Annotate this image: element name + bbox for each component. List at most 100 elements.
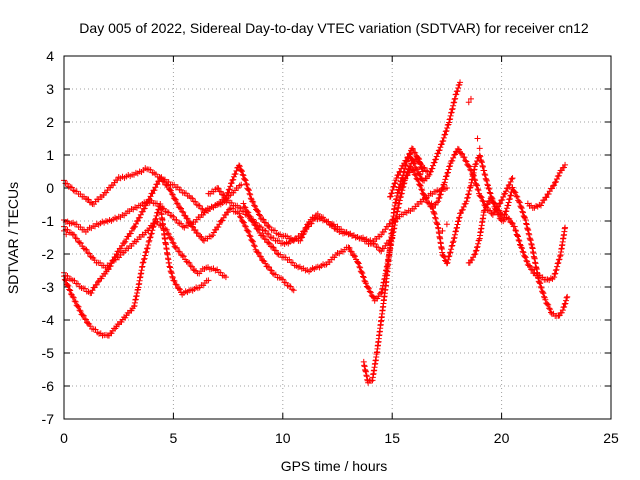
data-point: [422, 167, 429, 174]
data-point: [486, 185, 493, 192]
data-point: [243, 181, 250, 188]
data-point: [412, 172, 419, 179]
data-point: [516, 241, 523, 248]
data-point: [242, 223, 249, 230]
data-point: [226, 186, 233, 193]
data-point: [516, 199, 523, 206]
data-point: [245, 187, 252, 194]
y-tick-label: 4: [46, 48, 54, 64]
data-point: [173, 245, 180, 252]
y-tick-label: 0: [46, 180, 54, 196]
data-point: [372, 241, 379, 248]
y-tick-label: 2: [46, 114, 54, 130]
data-point: [459, 151, 466, 157]
data-point: [412, 149, 419, 156]
data-point: [419, 187, 426, 194]
data-point: [299, 234, 306, 241]
x-tick-label: 15: [384, 430, 400, 446]
data-point: [147, 193, 154, 200]
data-point: [192, 198, 199, 205]
data-point: [382, 242, 389, 249]
data-point: [448, 109, 455, 116]
data-point: [527, 237, 534, 244]
data-point: [146, 196, 153, 203]
data-point: [520, 209, 527, 216]
data-point: [430, 209, 437, 216]
data-point: [449, 105, 456, 112]
data-point: [64, 180, 71, 187]
data-point: [178, 252, 185, 258]
data-point: [436, 147, 443, 154]
data-point: [250, 199, 257, 206]
data-point: [444, 169, 451, 176]
data-point: [369, 293, 376, 300]
data-point: [347, 248, 354, 255]
data-point: [483, 177, 490, 184]
data-point: [471, 251, 478, 258]
data-point: [426, 171, 433, 178]
data-point: [269, 270, 276, 277]
data-point: [64, 282, 71, 289]
data-point: [209, 232, 216, 239]
data-point: [449, 157, 456, 164]
data-point: [397, 194, 404, 201]
data-point: [199, 236, 206, 243]
data-point: [250, 238, 257, 245]
data-point: [166, 186, 173, 193]
data-point: [174, 201, 181, 207]
data-point: [432, 214, 439, 221]
data-point: [444, 259, 451, 266]
axis-ticks: 0 5 10 15 20 25 -7 -6 -5 -4 -3 -2 -1 0 1 2 3 4: [42, 48, 619, 446]
data-point: [518, 204, 525, 211]
data-point: [173, 281, 180, 288]
data-point: [166, 263, 173, 270]
data-point: [443, 127, 450, 134]
data-point: [408, 145, 415, 152]
data-point: [541, 293, 548, 300]
data-point: [168, 236, 175, 243]
data-point: [254, 207, 261, 214]
data-point: [236, 162, 243, 169]
data-point: [173, 217, 180, 224]
data-point: [475, 187, 482, 194]
data-point: [358, 269, 365, 276]
data-point: [430, 162, 437, 169]
data-point: [87, 253, 94, 260]
data-point: [555, 259, 562, 266]
data-point: [482, 172, 489, 179]
data-point: [492, 200, 499, 207]
data-point: [562, 297, 569, 304]
data-point: [158, 175, 165, 182]
data-point: [440, 252, 447, 259]
data-point: [455, 146, 462, 153]
data-point: [226, 206, 233, 213]
data-point: [522, 254, 529, 261]
data-point: [270, 244, 277, 251]
data-point: [456, 214, 463, 221]
data-point: [79, 312, 86, 319]
data-point: [421, 192, 428, 199]
data-point: [297, 237, 304, 244]
data-point: [329, 222, 336, 229]
data-point: [442, 131, 449, 138]
data-point: [194, 230, 201, 237]
data-point: [558, 309, 565, 316]
x-tick-label: 20: [494, 430, 510, 446]
data-point: [528, 241, 535, 248]
data-point: [560, 164, 567, 171]
data-point: [148, 231, 155, 237]
data-point: [460, 203, 467, 210]
data-point: [545, 190, 552, 197]
y-tick-label: -4: [42, 312, 55, 328]
data-point: [511, 188, 518, 195]
data-point: [121, 239, 128, 246]
data-point: [81, 315, 88, 322]
data-point: [478, 158, 485, 165]
data-point: [457, 79, 464, 86]
data-point: [149, 190, 156, 197]
data-point: [167, 264, 174, 271]
data-point: [219, 217, 226, 224]
data-point: [71, 231, 78, 238]
data-point: [147, 234, 154, 241]
data-point: [128, 227, 135, 234]
